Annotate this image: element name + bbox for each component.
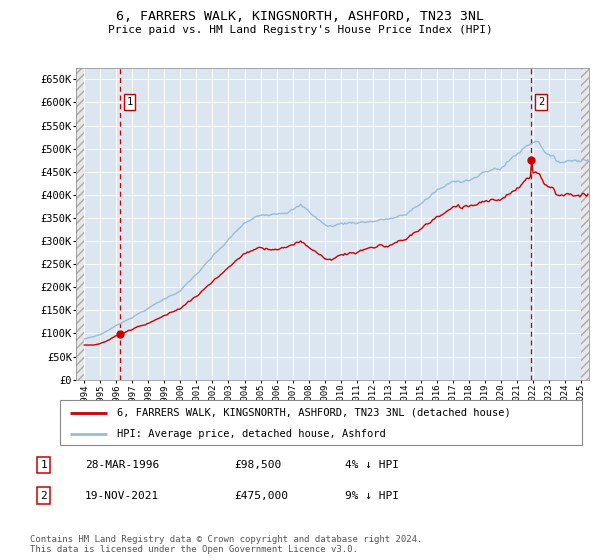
Text: 9% ↓ HPI: 9% ↓ HPI	[344, 491, 398, 501]
Text: Contains HM Land Registry data © Crown copyright and database right 2024.
This d: Contains HM Land Registry data © Crown c…	[30, 535, 422, 554]
Text: 6, FARRERS WALK, KINGSNORTH, ASHFORD, TN23 3NL (detached house): 6, FARRERS WALK, KINGSNORTH, ASHFORD, TN…	[118, 408, 511, 418]
Text: 1: 1	[40, 460, 47, 470]
FancyBboxPatch shape	[60, 400, 582, 445]
Text: 2: 2	[40, 491, 47, 501]
Text: 1: 1	[127, 97, 133, 107]
Bar	[581, 68, 589, 380]
Text: 28-MAR-1996: 28-MAR-1996	[85, 460, 160, 470]
Text: 2: 2	[538, 97, 544, 107]
Text: 4% ↓ HPI: 4% ↓ HPI	[344, 460, 398, 470]
Text: £98,500: £98,500	[234, 460, 281, 470]
Text: Price paid vs. HM Land Registry's House Price Index (HPI): Price paid vs. HM Land Registry's House …	[107, 25, 493, 35]
Text: HPI: Average price, detached house, Ashford: HPI: Average price, detached house, Ashf…	[118, 429, 386, 439]
Text: £475,000: £475,000	[234, 491, 288, 501]
Text: 19-NOV-2021: 19-NOV-2021	[85, 491, 160, 501]
Bar	[76, 68, 84, 380]
Text: 6, FARRERS WALK, KINGSNORTH, ASHFORD, TN23 3NL: 6, FARRERS WALK, KINGSNORTH, ASHFORD, TN…	[116, 10, 484, 22]
